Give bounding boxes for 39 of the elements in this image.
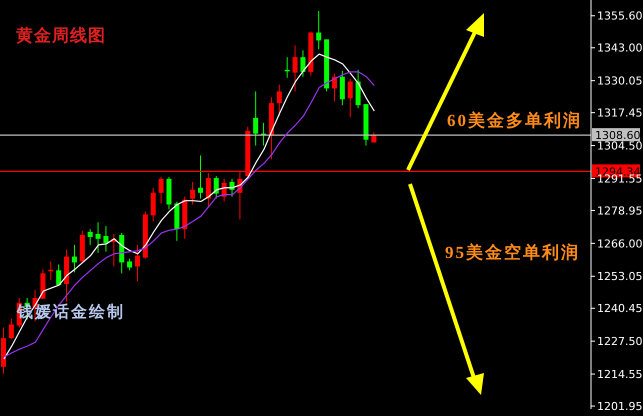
candlestick: [340, 70, 345, 106]
text: 黄金周线图: [16, 25, 106, 47]
candlestick: [88, 228, 93, 246]
candlestick: [8, 318, 14, 340]
candlestick: [48, 260, 54, 281]
y-tick-label: 1266.00: [597, 237, 642, 250]
candlestick: [150, 187, 156, 222]
candlestick: [253, 90, 258, 146]
candlestick: [214, 176, 219, 200]
candlestick: [316, 10, 322, 50]
ref-line-label: 1308.60: [595, 129, 640, 142]
candlestick: [292, 44, 298, 92]
y-tick-label: 1227.50: [597, 335, 642, 348]
y-tick-label: 1317.45: [597, 106, 642, 120]
y-tick-label: 1355.60: [597, 10, 642, 23]
candlestick: [284, 56, 290, 78]
candlestick: [198, 154, 203, 200]
candlestick: [332, 73, 337, 102]
y-tick-label: 1343.00: [597, 42, 642, 55]
candlestick: [96, 222, 101, 254]
candlestick: [300, 50, 306, 78]
annotation: 95美金空单利润: [445, 242, 580, 264]
y-tick-label: 1330.05: [597, 74, 642, 88]
candlestick: [356, 69, 361, 109]
y-tick-label: 1278.95: [597, 204, 642, 218]
candlestick: [190, 181, 196, 205]
candlestick: [348, 78, 353, 118]
y-tick-label: 1240.45: [597, 302, 642, 316]
y-tick-label: 1253.05: [597, 270, 642, 284]
candlestick: [127, 258, 132, 271]
candlestick: [158, 176, 164, 204]
candlestick: [276, 84, 282, 117]
candlestick: [56, 264, 62, 286]
y-tick-label: 1214.55: [597, 368, 642, 381]
annotation: 60美金多单利润: [447, 110, 582, 132]
candlestick: [134, 244, 140, 282]
candlestick: [72, 244, 77, 273]
y-tick-label: 1201.95: [597, 400, 642, 413]
candlestick: [103, 226, 108, 252]
